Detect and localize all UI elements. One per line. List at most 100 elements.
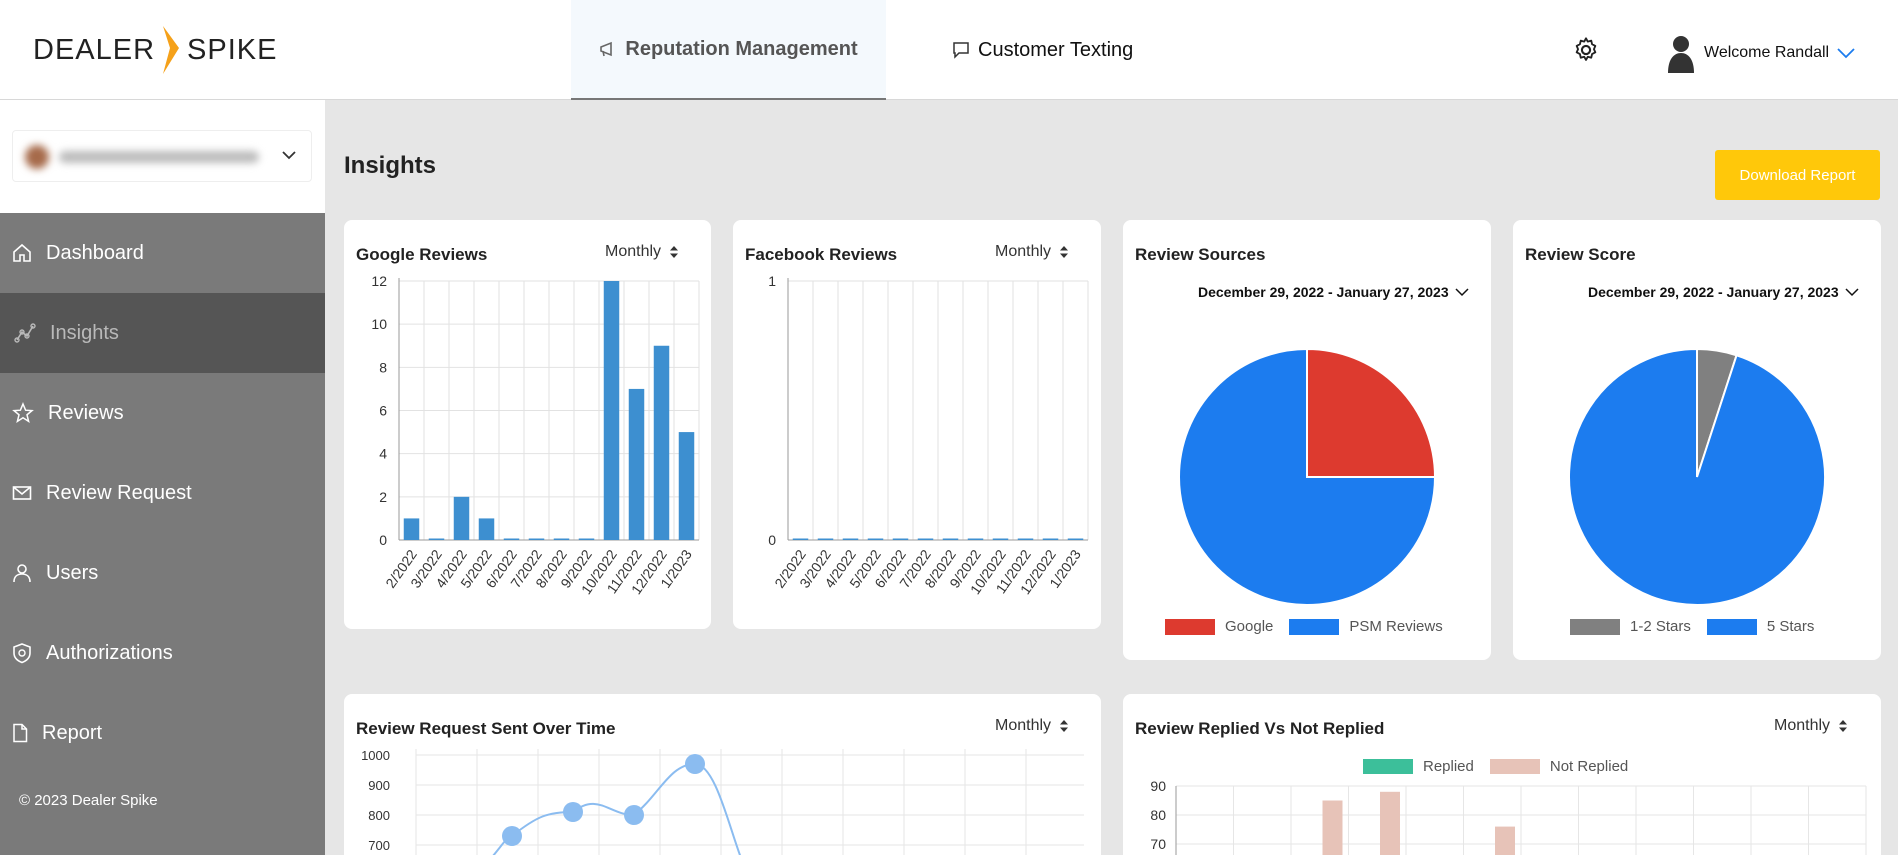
google-reviews-card: 0 2 4 6 8 10 12 2/2022 3/2022 4/2022 5/2022 6/2022 7… [344,220,711,629]
y-tick-label: 800 [368,808,390,823]
y-tick-label: 0 [768,532,776,548]
y-tick-label: 4 [379,446,387,462]
sidebar-item-review-request[interactable]: Review Request [0,453,325,533]
copyright-text: © 2023 Dealer Spike [19,792,158,809]
bar [942,538,959,540]
sort-icon [1839,720,1848,732]
sidebar-item-label: Insights [50,321,119,344]
y-tick-label: 10 [371,316,387,332]
pie-slice [1178,347,1437,606]
data-point [563,802,583,822]
bar [892,538,909,540]
logo-chevron-icon [163,26,180,74]
bar [842,538,859,540]
tab-reputation-management[interactable]: Reputation Management [571,0,886,100]
card-title: Review Sources [1135,245,1266,264]
sidebar-item-label: Dashboard [46,241,144,264]
review-sources-card: Review Sources December 29, 2022 - Janua… [1123,220,1491,660]
data-point [624,805,644,825]
review-sources-chart [1178,347,1437,606]
logo-text-right: SPIKE [187,33,278,66]
home-icon [13,243,31,262]
date-range-select[interactable]: December 29, 2022 - January 27, 2023 [1198,284,1469,300]
sort-icon [1060,720,1069,732]
legend-label: 5 Stars [1766,618,1815,635]
legend-label: Google [1225,618,1274,635]
review-requests-chart: 700 800 900 1000 [361,748,1084,855]
chart-legend: 1-2 Stars 5 Stars [1570,618,1814,635]
bar [1017,538,1034,540]
chat-icon [953,42,969,59]
period-select[interactable]: Monthly [1774,717,1848,735]
shield-icon [13,643,31,664]
sidebar-item-insights[interactable]: Insights [0,293,325,373]
bar [403,518,420,540]
chart-legend: Google PSM Reviews [1165,618,1443,635]
y-tick-label: 900 [368,778,390,793]
sort-icon [1060,246,1069,258]
chart-legend: Replied Not Replied [1363,758,1628,775]
period-select[interactable]: Monthly [995,717,1069,735]
card-title: Review Score [1525,245,1636,264]
legend-swatch-low-stars [1570,618,1620,635]
sort-icon [670,246,679,258]
review-score-chart [1568,347,1826,606]
card-title: Review Replied Vs Not Replied [1135,719,1385,738]
star-icon [12,402,34,424]
pie-slice [1568,347,1826,606]
user-menu[interactable]: Welcome Randall [1666,33,1855,73]
period-label: Monthly [605,243,662,260]
sidebar-item-dashboard[interactable]: Dashboard [0,213,325,293]
sidebar-item-label: Reviews [48,401,124,424]
tab-customer-texting[interactable]: Customer Texting [952,0,1133,100]
legend-label: 1-2 Stars [1630,618,1691,635]
data-point [685,754,705,774]
legend-swatch-psm [1289,618,1340,635]
bar [967,538,984,540]
card-title: Facebook Reviews [745,245,898,264]
dealer-spike-logo[interactable]: DEALER SPIKE [33,26,277,74]
download-report-button[interactable]: Download Report [1715,150,1880,200]
bar [1380,791,1400,855]
y-tick-label: 90 [1150,778,1166,794]
bar [1495,826,1515,855]
chevron-down-icon [1455,288,1469,297]
review-requests-card: 700 800 900 1000 Review Request Sent Over T… [344,694,1101,855]
bar [553,538,570,540]
sidebar-item-report[interactable]: Report [0,693,325,773]
chevron-down-icon [282,151,296,160]
date-range-label: December 29, 2022 - January 27, 2023 [1198,284,1449,300]
gear-icon[interactable] [1572,36,1600,64]
data-point [502,826,522,846]
bar [1042,538,1059,540]
review-replied-card: 70 80 90 Review Replied Vs Not Replied Mon… [1123,694,1881,855]
bar [478,518,495,540]
y-tick-label: 700 [368,838,390,853]
bar [678,432,695,540]
tab-reputation-label: Reputation Management [625,37,858,60]
period-select[interactable]: Monthly [995,243,1069,261]
legend-swatch-google [1165,618,1215,635]
sidebar-item-authorizations[interactable]: Authorizations [0,613,325,693]
dealer-selector-area [0,100,325,213]
date-range-select[interactable]: December 29, 2022 - January 27, 2023 [1588,284,1859,300]
date-range-label: December 29, 2022 - January 27, 2023 [1588,284,1839,300]
facebook-reviews-chart: 012/20223/20224/20225/20226/20227/20228/… [768,273,1089,597]
period-label: Monthly [1774,717,1831,734]
sidebar-item-label: Report [42,721,103,744]
bar [917,538,934,540]
review-replied-chart: 70 80 90 [1150,778,1867,855]
bar [992,538,1009,540]
period-select[interactable]: Monthly [605,243,679,261]
facebook-reviews-card: 0 1 2/2022 3/2022 4/2022 5/2022 6/2022 7/2022 8/… [733,220,1101,629]
sidebar-item-label: Authorizations [46,641,173,664]
dealer-select[interactable] [12,130,312,182]
review-score-card: Review Score December 29, 2022 - January… [1513,220,1881,660]
file-icon [13,723,28,743]
sidebar-item-reviews[interactable]: Reviews [0,373,325,453]
sidebar: Dashboard Insights Reviews Review Reques… [0,100,325,855]
sidebar-item-users[interactable]: Users [0,533,325,613]
bar [528,538,545,540]
y-tick-label: 6 [379,403,387,419]
y-tick-label: 12 [371,273,387,289]
